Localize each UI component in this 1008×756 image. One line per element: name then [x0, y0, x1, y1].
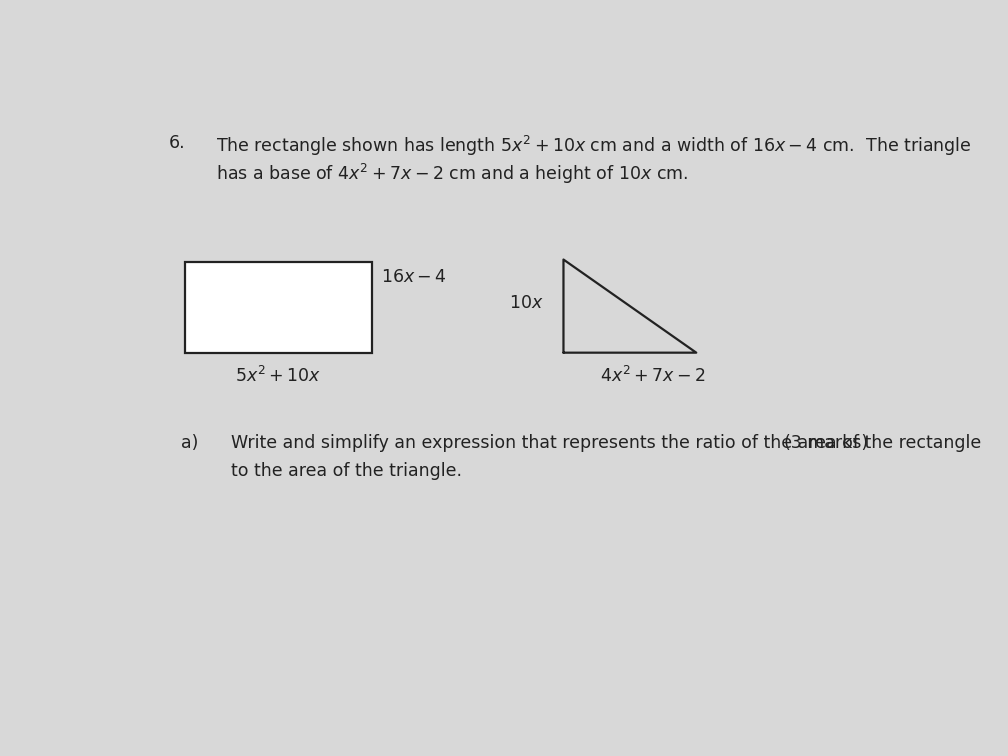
Text: The rectangle shown has length $5x^2 + 10x$ cm and a width of $16x - 4$ cm.  The: The rectangle shown has length $5x^2 + 1… [216, 135, 972, 159]
Text: $10x$: $10x$ [509, 294, 544, 312]
Text: has a base of $4x^2 + 7x - 2$ cm and a height of $10x$ cm.: has a base of $4x^2 + 7x - 2$ cm and a h… [216, 162, 688, 186]
Text: $4x^2 + 7x - 2$: $4x^2 + 7x - 2$ [601, 365, 707, 386]
Text: to the area of the triangle.: to the area of the triangle. [232, 462, 463, 480]
Text: 6.: 6. [169, 135, 185, 153]
Text: (3 marks): (3 marks) [784, 434, 868, 452]
Text: $16x - 4$: $16x - 4$ [381, 268, 448, 287]
Bar [184, 262, 372, 352]
Text: a): a) [180, 434, 198, 452]
Text: Write and simplify an expression that represents the ratio of the area of the re: Write and simplify an expression that re… [232, 434, 982, 452]
Text: $5x^2 + 10x$: $5x^2 + 10x$ [235, 365, 322, 386]
